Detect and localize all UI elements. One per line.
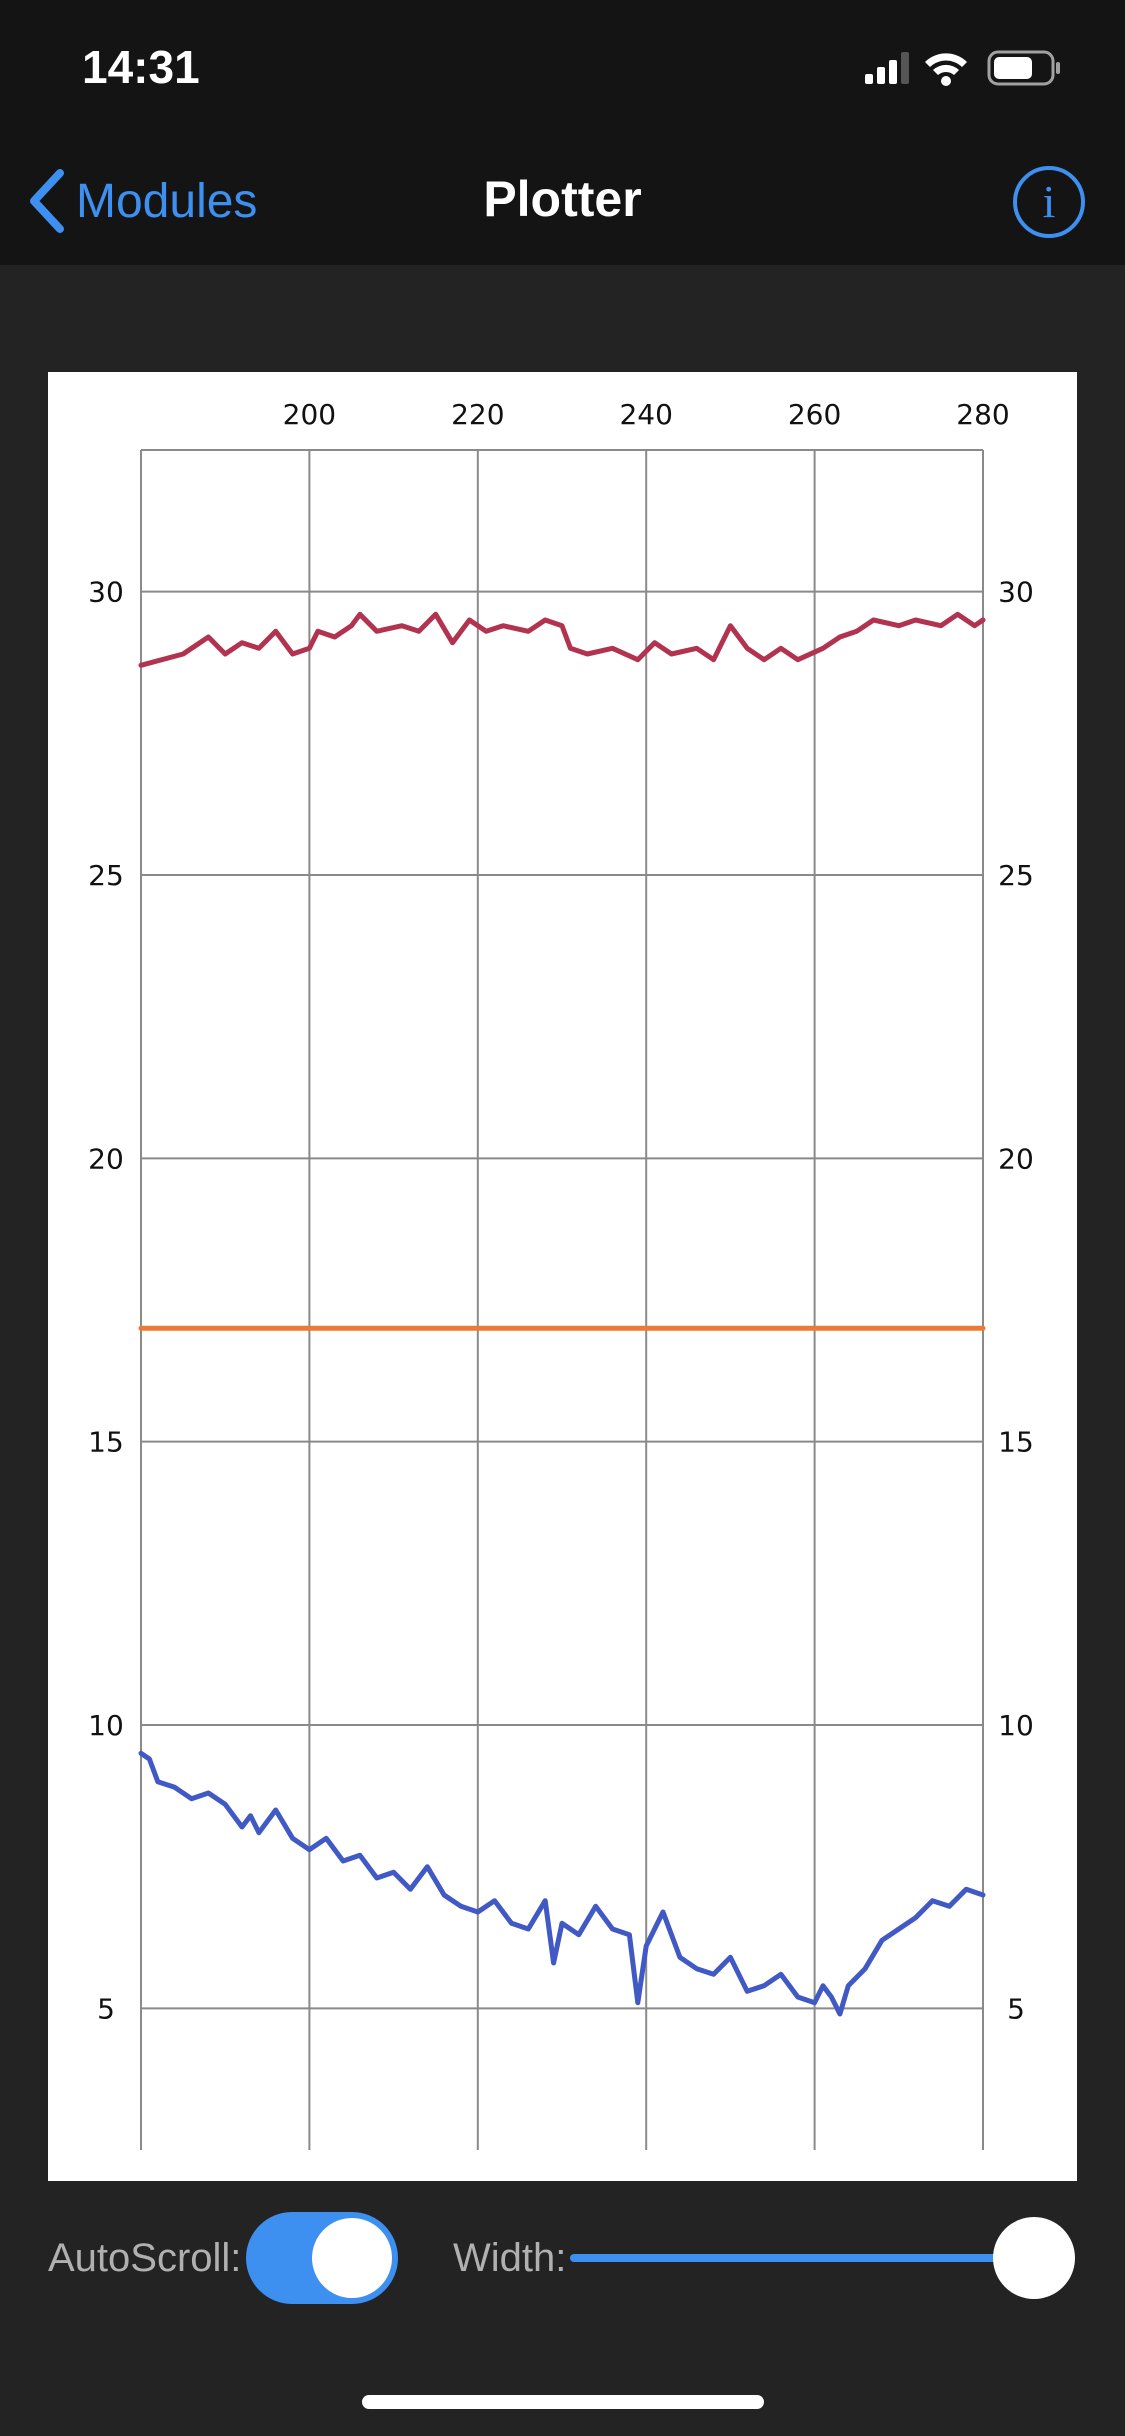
width-label: Width: [453,2236,567,2280]
y-tick-label-left: 20 [88,1142,124,1175]
y-tick-label-left: 10 [88,1709,124,1742]
series-line-3 [138,1750,986,2017]
chart-svg: 200 220 240 260 280 5 5 10 10 15 15 20 20 25 25 30 30 [88,398,1034,2150]
x-tick-label: 200 [283,398,336,431]
y-tick-label-left: 15 [88,1426,124,1459]
controls-bar: AutoScroll: Width: [0,2200,1125,2320]
svg-text:i: i [1043,176,1056,227]
status-icons [865,50,1060,86]
x-tick-label: 240 [619,398,672,431]
wifi-icon [925,53,967,86]
home-indicator [362,2395,764,2409]
status-time: 14:31 [82,41,200,93]
y-tick-label-right: 20 [998,1142,1034,1175]
back-button[interactable]: Modules [26,166,257,236]
plotter-chart: 200 220 240 260 280 5 5 10 10 15 15 20 20 25 25 30 30 [48,372,1077,2181]
y-tick-label-left: 30 [88,576,124,609]
y-tick-label-right: 30 [998,576,1034,609]
y-tick-label-right: 15 [998,1426,1034,1459]
y-tick-label-left: 25 [88,859,124,892]
status-bar: 14:31 [0,0,1125,140]
toggle-knob [312,2218,392,2298]
autoscroll-label: AutoScroll: [48,2236,242,2280]
cellular-signal-icon [865,52,909,84]
chevron-left-icon [30,169,64,233]
y-tick-label-right: 10 [998,1709,1034,1742]
info-icon[interactable]: i [1009,162,1089,242]
back-button-label: Modules [76,174,258,228]
page-title: Plotter [483,171,642,227]
x-tick-label: 260 [788,398,841,431]
y-tick-label-left: 5 [97,1992,115,2025]
autoscroll-toggle[interactable] [246,2212,398,2304]
x-tick-label: 280 [956,398,1009,431]
battery-icon [987,50,1060,86]
x-tick-label: 220 [451,398,504,431]
y-tick-label-right: 5 [1007,1992,1025,2025]
width-slider-thumb[interactable] [993,2217,1075,2299]
navigation-bar: Modules Plotter i [0,140,1125,265]
width-slider-track[interactable] [570,2254,1040,2262]
series-line-1 [138,611,986,668]
y-tick-label-right: 25 [998,859,1034,892]
